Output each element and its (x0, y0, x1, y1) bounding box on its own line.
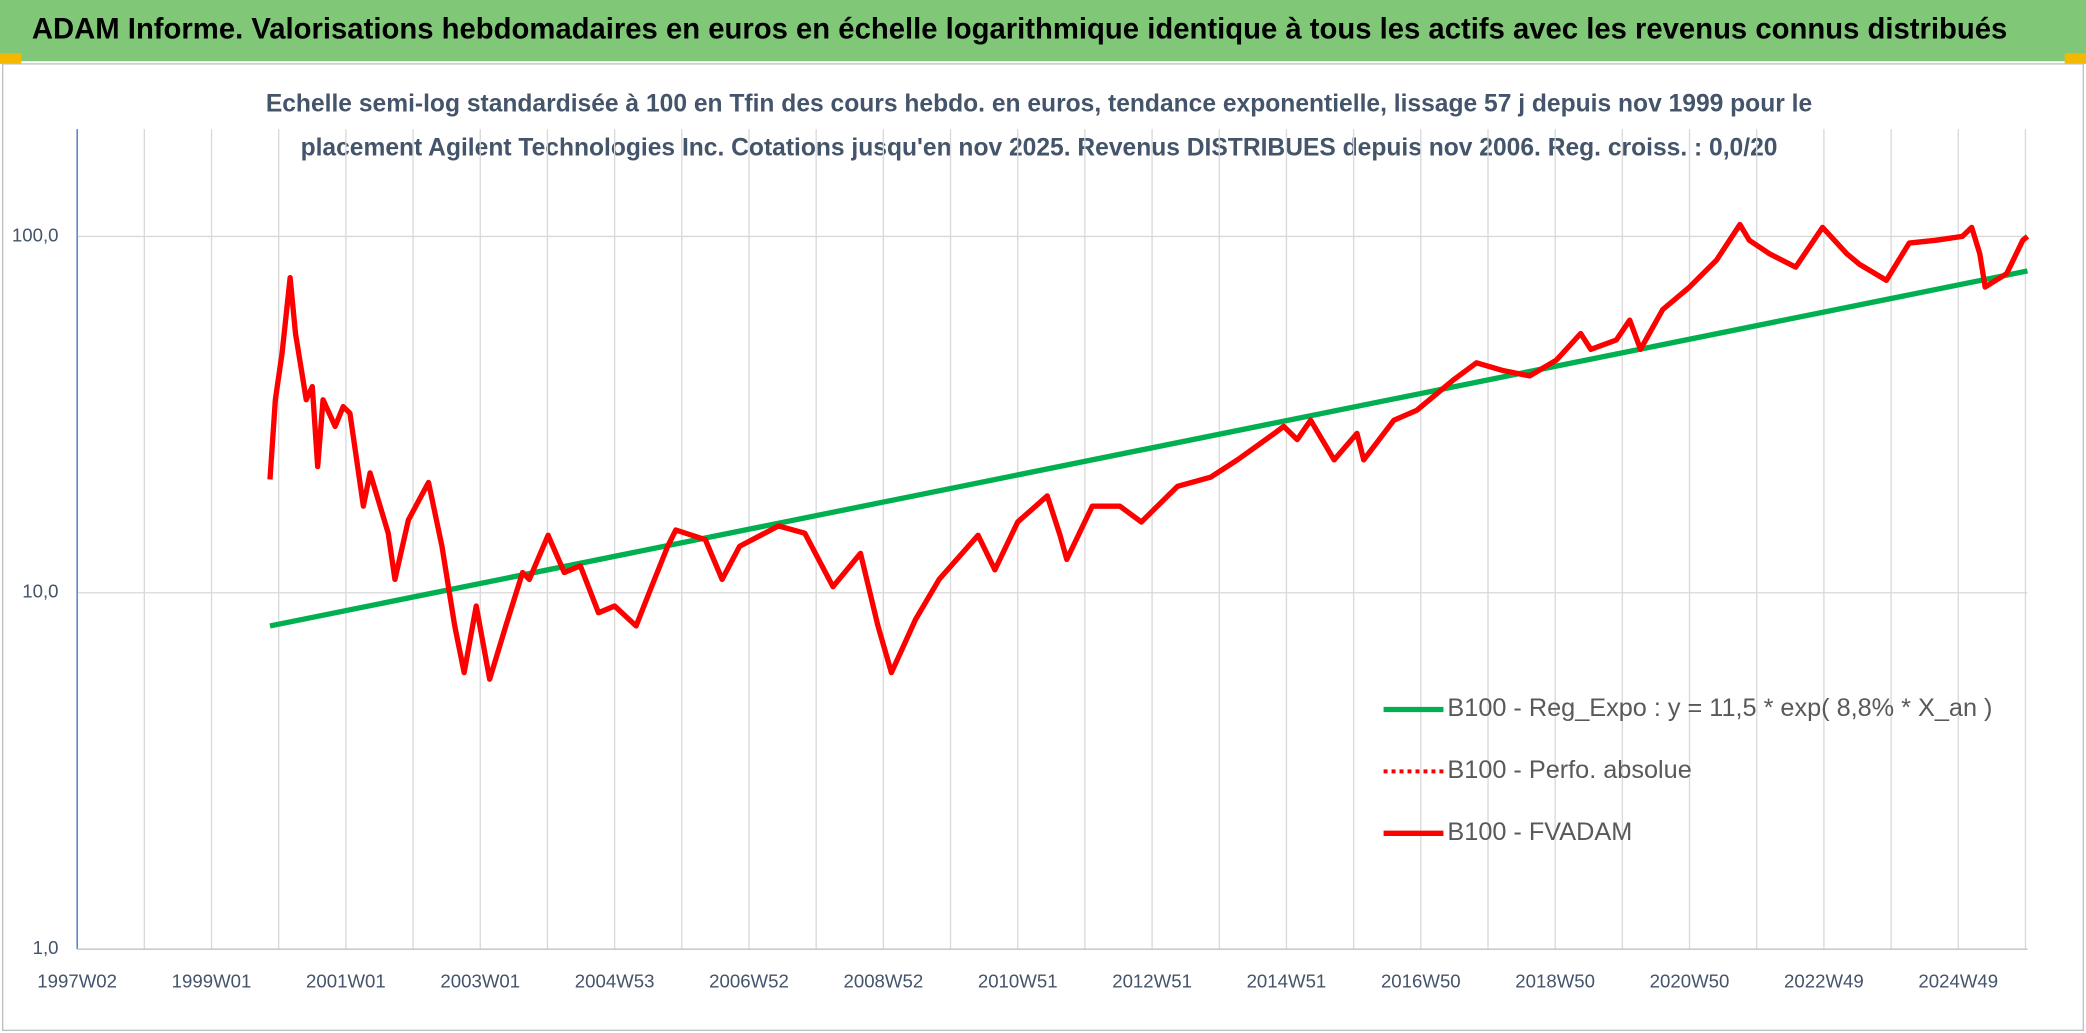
series-line (267, 221, 2030, 682)
legend-label: B100 - Reg_Expo : y = 11,5 * exp( 8,8% *… (1447, 694, 1992, 722)
x-tick-label: 2003W01 (440, 970, 520, 991)
header-bar (0, 0, 2086, 62)
chart-subtitle: Echelle semi-log standardisée à 100 en T… (266, 91, 1812, 118)
chart-subtitle: placement Agilent Technologies Inc. Cota… (301, 135, 1778, 162)
x-tick-label: 2016W50 (1381, 970, 1461, 991)
x-tick-label: 2022W49 (1784, 970, 1864, 991)
chart-title: ADAM Informe. Valorisations hebdomadaire… (32, 13, 2007, 45)
x-tick-label: 2024W49 (1918, 970, 1998, 991)
x-tick-label: 2006W52 (709, 970, 789, 991)
x-tick-label: 2010W51 (978, 970, 1058, 991)
chart-frame (1, 63, 2085, 1032)
corner-mark (0, 53, 22, 64)
legend-label: B100 - Perfo. absolue (1447, 756, 1691, 784)
x-tick-label: 1999W01 (172, 970, 252, 991)
x-tick-label: 1997W02 (37, 970, 117, 991)
y-tick-label: 1,0 (33, 937, 59, 958)
x-tick-label: 2012W51 (1112, 970, 1192, 991)
x-tick-label: 2018W50 (1515, 970, 1595, 991)
x-tick-label: 2001W01 (306, 970, 386, 991)
corner-mark (2064, 53, 2086, 64)
y-tick-label: 10,0 (22, 581, 58, 602)
x-tick-label: 2020W50 (1650, 970, 1730, 991)
x-tick-label: 2008W52 (843, 970, 923, 991)
y-tick-label: 100,0 (12, 224, 59, 245)
x-tick-label: 2004W53 (575, 970, 655, 991)
legend-label: B100 - FVADAM (1447, 818, 1632, 846)
x-tick-label: 2014W51 (1247, 970, 1327, 991)
